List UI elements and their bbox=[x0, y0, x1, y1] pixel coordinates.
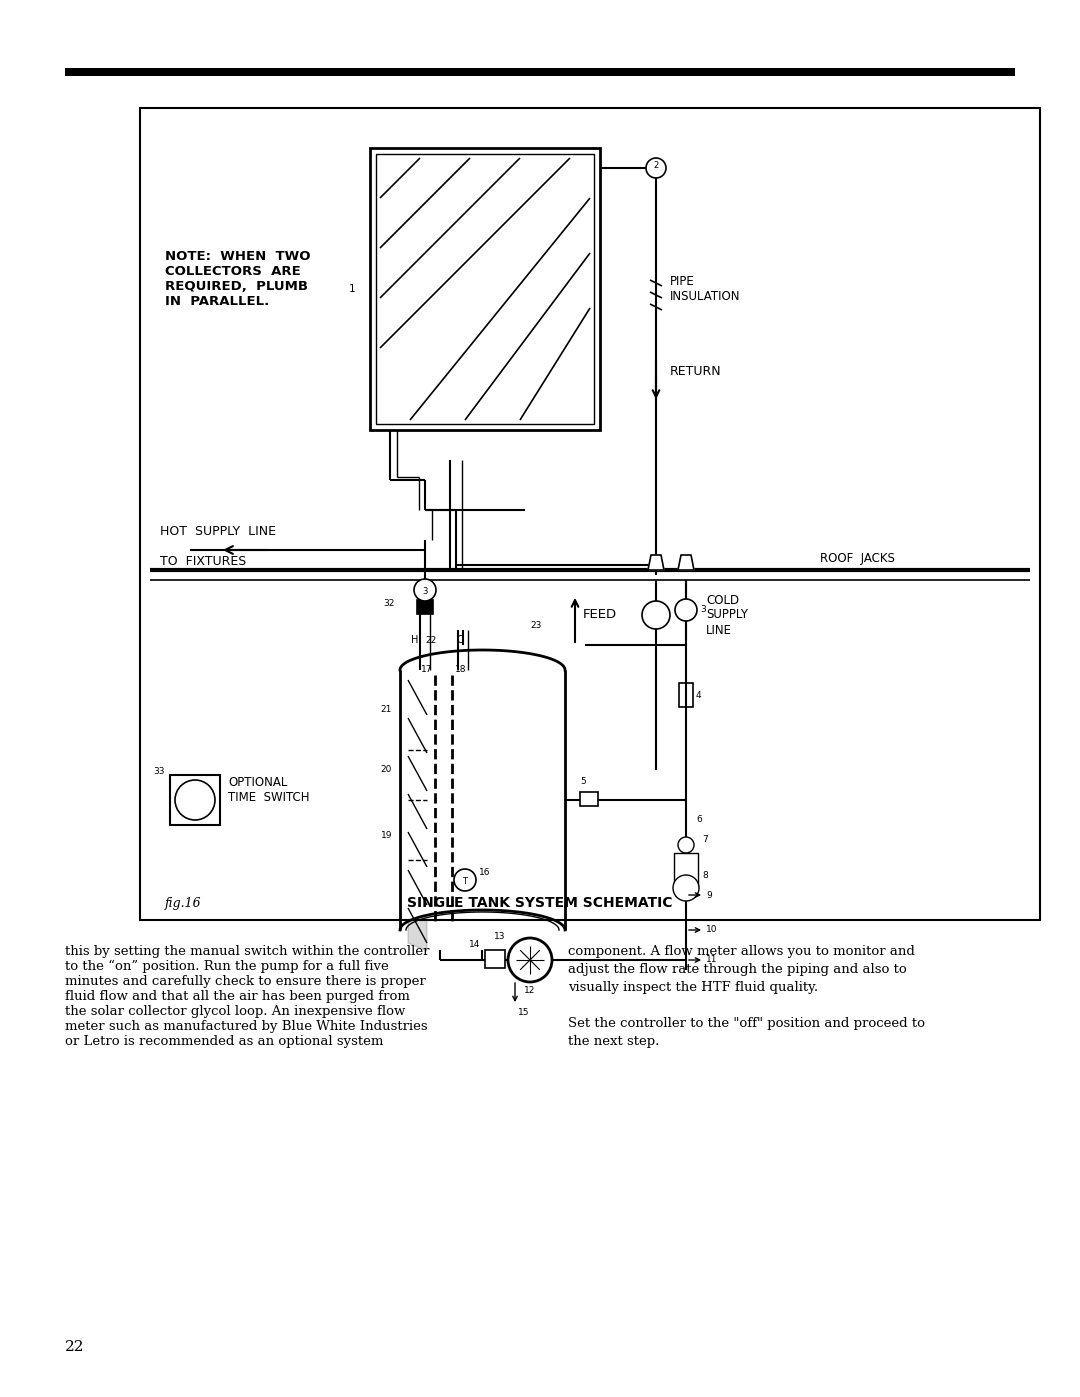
Polygon shape bbox=[408, 718, 427, 761]
Circle shape bbox=[454, 869, 476, 891]
Text: 16: 16 bbox=[480, 868, 490, 877]
Text: 17: 17 bbox=[420, 665, 432, 673]
Text: this by setting the manual switch within the controller
to the “on” position. Ru: this by setting the manual switch within… bbox=[65, 944, 430, 1048]
Bar bbox=[674, 854, 698, 888]
Text: 9: 9 bbox=[706, 890, 712, 900]
Text: TO  FIXTURES: TO FIXTURES bbox=[160, 555, 246, 569]
Text: 15: 15 bbox=[518, 1009, 529, 1017]
Text: HOT  SUPPLY  LINE: HOT SUPPLY LINE bbox=[160, 525, 276, 538]
Text: component. A flow meter allows you to monitor and
adjust the flow rate through t: component. A flow meter allows you to mo… bbox=[568, 944, 924, 1048]
Text: 11: 11 bbox=[706, 956, 717, 964]
Text: fig.16: fig.16 bbox=[165, 897, 202, 909]
Text: OPTIONAL
TIME  SWITCH: OPTIONAL TIME SWITCH bbox=[228, 775, 310, 805]
Text: RETURN: RETURN bbox=[670, 365, 721, 379]
Bar bbox=[170, 775, 220, 826]
Polygon shape bbox=[408, 833, 427, 875]
Text: SINGLE TANK SYSTEM SCHEMATIC: SINGLE TANK SYSTEM SCHEMATIC bbox=[407, 895, 673, 909]
Text: 14: 14 bbox=[469, 940, 480, 949]
Text: FEED: FEED bbox=[583, 609, 617, 622]
Polygon shape bbox=[408, 870, 427, 914]
Polygon shape bbox=[678, 555, 694, 570]
Circle shape bbox=[678, 837, 694, 854]
Polygon shape bbox=[648, 555, 664, 570]
Text: 20: 20 bbox=[380, 766, 392, 774]
Text: PIPE
INSULATION: PIPE INSULATION bbox=[670, 275, 741, 303]
Bar bbox=[417, 599, 433, 615]
Bar bbox=[65, 68, 1015, 75]
Text: C: C bbox=[457, 636, 463, 645]
Text: 19: 19 bbox=[380, 830, 392, 840]
Text: 7: 7 bbox=[702, 835, 707, 845]
Text: 18: 18 bbox=[455, 665, 467, 673]
Polygon shape bbox=[408, 793, 427, 837]
Circle shape bbox=[508, 937, 552, 982]
Bar bbox=[370, 148, 600, 430]
Bar bbox=[580, 792, 598, 806]
Bar bbox=[140, 108, 1040, 921]
Text: 8: 8 bbox=[702, 870, 707, 880]
Text: 22: 22 bbox=[65, 1340, 84, 1354]
Text: 13: 13 bbox=[494, 932, 505, 942]
Text: 32: 32 bbox=[383, 598, 395, 608]
Circle shape bbox=[414, 578, 436, 601]
Text: 2: 2 bbox=[653, 162, 659, 170]
Circle shape bbox=[675, 599, 697, 622]
Text: 6: 6 bbox=[696, 814, 702, 824]
Text: 3: 3 bbox=[700, 605, 705, 615]
Bar bbox=[376, 154, 594, 425]
Text: NOTE:  WHEN  TWO
COLLECTORS  ARE
REQUIRED,  PLUMB
IN  PARALLEL.: NOTE: WHEN TWO COLLECTORS ARE REQUIRED, … bbox=[165, 250, 311, 307]
Text: 3: 3 bbox=[422, 588, 428, 597]
Polygon shape bbox=[408, 756, 427, 799]
Text: 22: 22 bbox=[426, 636, 436, 645]
Text: T: T bbox=[462, 877, 468, 887]
Text: 33: 33 bbox=[153, 767, 165, 775]
Text: COLD
SUPPLY
LINE: COLD SUPPLY LINE bbox=[706, 594, 748, 637]
Circle shape bbox=[175, 780, 215, 820]
Text: 12: 12 bbox=[524, 986, 536, 995]
Text: 5: 5 bbox=[580, 777, 585, 787]
Circle shape bbox=[673, 875, 699, 901]
Circle shape bbox=[642, 601, 670, 629]
Text: H: H bbox=[411, 636, 419, 645]
Text: 10: 10 bbox=[706, 925, 717, 935]
Text: 21: 21 bbox=[380, 705, 392, 714]
Bar bbox=[485, 950, 505, 968]
Bar bbox=[679, 683, 693, 707]
Text: ROOF  JACKS: ROOF JACKS bbox=[820, 552, 895, 564]
Polygon shape bbox=[408, 680, 427, 724]
Polygon shape bbox=[408, 908, 427, 951]
Circle shape bbox=[646, 158, 666, 177]
Bar bbox=[376, 154, 594, 425]
Text: 23: 23 bbox=[530, 622, 541, 630]
Text: 4: 4 bbox=[696, 690, 702, 700]
Text: 1: 1 bbox=[349, 284, 355, 293]
